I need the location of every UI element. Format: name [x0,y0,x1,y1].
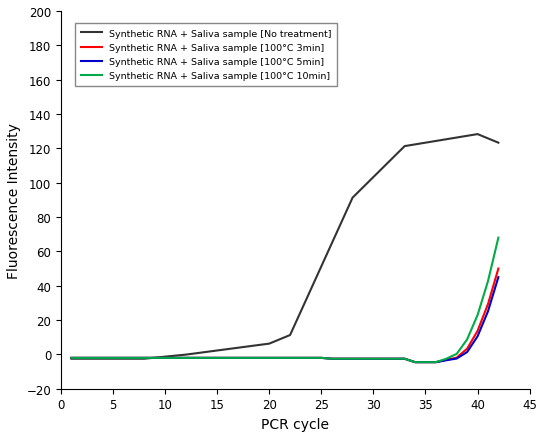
X-axis label: PCR cycle: PCR cycle [261,417,329,431]
Legend: Synthetic RNA + Saliva sample [No treatment], Synthetic RNA + Saliva sample [100: Synthetic RNA + Saliva sample [No treatm… [75,24,337,87]
Y-axis label: Fluorescence Intensity: Fluorescence Intensity [7,123,21,278]
